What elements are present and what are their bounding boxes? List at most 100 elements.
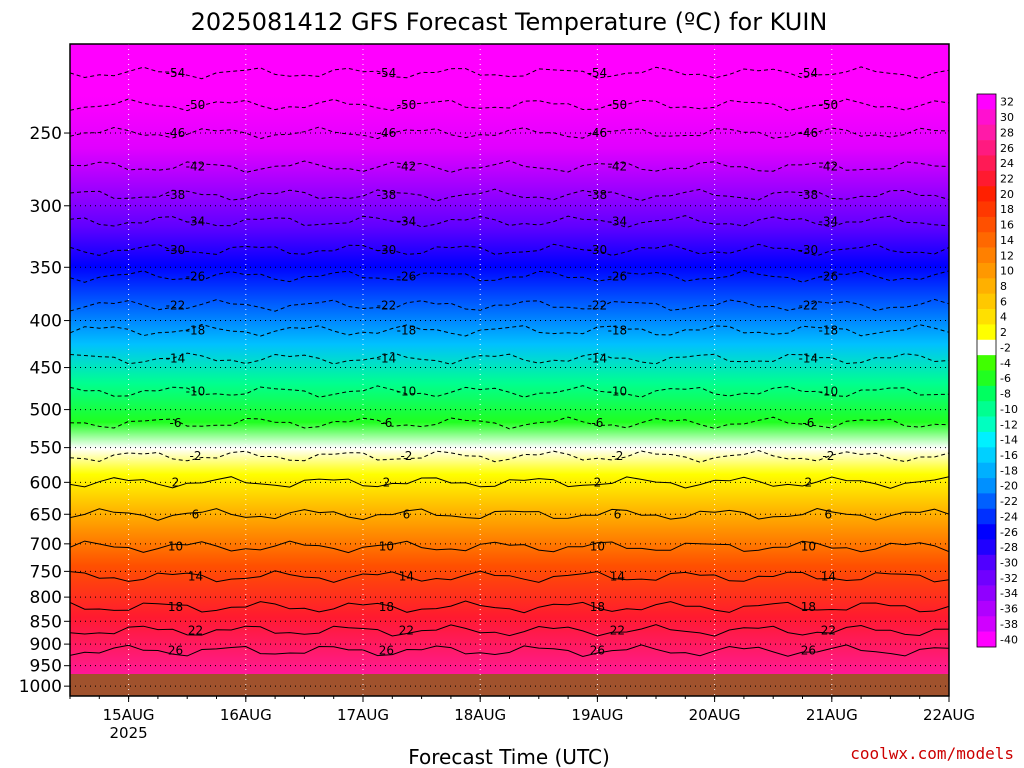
isotherm-label: -30 <box>588 243 608 257</box>
isotherm-label: 6 <box>192 507 200 521</box>
x-tick-label: 22AUG <box>923 706 975 724</box>
colorbar-label: -6 <box>1000 372 1011 385</box>
colorbar-label: 4 <box>1000 311 1007 324</box>
isotherm-label: -34 <box>186 214 206 228</box>
colorbar-swatch <box>977 309 996 325</box>
isotherm-label: -46 <box>377 126 397 140</box>
isotherm-label: -6 <box>380 416 392 430</box>
colorbar-label: 8 <box>1000 280 1007 293</box>
colorbar-swatch <box>977 109 996 126</box>
colorbar-label: -10 <box>1000 403 1018 416</box>
isotherm-line <box>70 352 949 365</box>
isotherm-label: 26 <box>379 644 394 658</box>
isotherm-line <box>70 570 949 583</box>
colorbar-swatch <box>977 355 996 371</box>
isotherm-label: 26 <box>590 644 605 658</box>
isotherm-label: -30 <box>377 243 397 257</box>
y-tick-label: 350 <box>30 258 62 278</box>
isotherm-label: -18 <box>397 323 417 337</box>
y-tick-label: 700 <box>30 535 62 555</box>
colorbar-label: -8 <box>1000 388 1011 401</box>
colorbar-label: -2 <box>1000 342 1011 355</box>
y-tick-label: 300 <box>30 197 62 217</box>
isotherm-label: 2 <box>172 475 180 489</box>
colorbar-swatch <box>977 493 996 510</box>
isotherm-label: -14 <box>377 352 397 366</box>
isotherm-label: -50 <box>819 98 839 112</box>
isotherm-line <box>70 160 949 173</box>
isotherm-label: -30 <box>166 243 186 257</box>
colorbar-swatch <box>977 124 996 141</box>
colorbar-label: 18 <box>1000 203 1014 216</box>
y-tick-label: 800 <box>30 588 62 608</box>
isotherm-label: 10 <box>801 540 816 554</box>
ground-below-surface <box>70 674 949 696</box>
x-axis-label: Forecast Time (UTC) <box>408 745 610 768</box>
colorbar-label: 32 <box>1000 96 1014 109</box>
colorbar-label: 26 <box>1000 142 1014 155</box>
colorbar-label: -24 <box>1000 510 1018 523</box>
y-tick-label: 850 <box>30 612 62 632</box>
colorbar-label: -28 <box>1000 541 1018 554</box>
y-tick-label: 400 <box>30 312 62 332</box>
grid-lines <box>70 44 949 696</box>
isotherm-label: -18 <box>608 323 628 337</box>
colorbar-swatch <box>977 186 996 202</box>
colorbar-swatch <box>977 631 996 648</box>
colorbar-swatch <box>977 293 996 310</box>
isotherm-label: -30 <box>799 243 819 257</box>
isotherm-label: -10 <box>397 385 417 399</box>
colorbar-label: 14 <box>1000 234 1014 247</box>
isotherm-line <box>70 624 949 637</box>
colorbar-label: -36 <box>1000 603 1018 616</box>
isotherm-line <box>70 188 949 202</box>
isotherm-label: 22 <box>188 624 203 638</box>
colorbar-swatch <box>977 616 996 632</box>
isotherm-lines <box>70 66 949 658</box>
isotherm-label: -10 <box>186 385 206 399</box>
colorbar-label: 16 <box>1000 219 1014 232</box>
colorbar-swatch <box>977 94 996 110</box>
y-tick-label: 950 <box>30 657 62 677</box>
isotherm-label: -22 <box>377 298 397 312</box>
colorbar-swatch <box>977 232 996 248</box>
isotherm-label: -18 <box>186 323 206 337</box>
colorbar-frame <box>976 93 997 648</box>
y-tick-label: 750 <box>30 562 62 582</box>
x-tick-label: 16AUG <box>220 706 272 724</box>
credit-link[interactable]: coolwx.com/models <box>850 744 1014 763</box>
isotherm-line <box>70 98 949 112</box>
colorbar-swatch <box>977 431 996 448</box>
isotherm-label: 14 <box>188 570 203 584</box>
colorbar-swatch <box>977 140 996 156</box>
colorbar-label: 12 <box>1000 249 1014 262</box>
colorbar-label: 20 <box>1000 188 1014 201</box>
isotherm-label: 14 <box>399 570 414 584</box>
colorbar-label: -14 <box>1000 434 1018 447</box>
colorbar-swatch <box>977 278 996 294</box>
colorbar-swatch <box>977 170 996 187</box>
y-tick-label: 250 <box>30 124 62 144</box>
isotherm-line <box>70 416 949 430</box>
isotherm-label: -42 <box>397 160 417 174</box>
isotherm-label: -54 <box>166 66 186 80</box>
isotherm-label: -50 <box>397 98 417 112</box>
colorbar-label: -22 <box>1000 495 1018 508</box>
isotherm-label: -26 <box>819 269 839 283</box>
isotherm-label: -54 <box>588 66 608 80</box>
isotherm-label: -38 <box>166 188 186 202</box>
isotherm-label: -50 <box>186 98 206 112</box>
colorbar-swatch <box>977 478 996 494</box>
isotherm-label: 2 <box>805 475 813 489</box>
x-tick-label: 21AUG <box>806 706 858 724</box>
colorbar-label: -32 <box>1000 572 1018 585</box>
isotherm-label: -42 <box>819 160 839 174</box>
isotherm-label: -26 <box>186 269 206 283</box>
isotherm-label: 22 <box>610 624 625 638</box>
x-tick-label: 15AUG <box>103 706 155 724</box>
y-tick-label: 650 <box>30 505 62 525</box>
x-tick-sublabel: 2025 <box>110 724 148 742</box>
x-tick-label: 18AUG <box>454 706 506 724</box>
